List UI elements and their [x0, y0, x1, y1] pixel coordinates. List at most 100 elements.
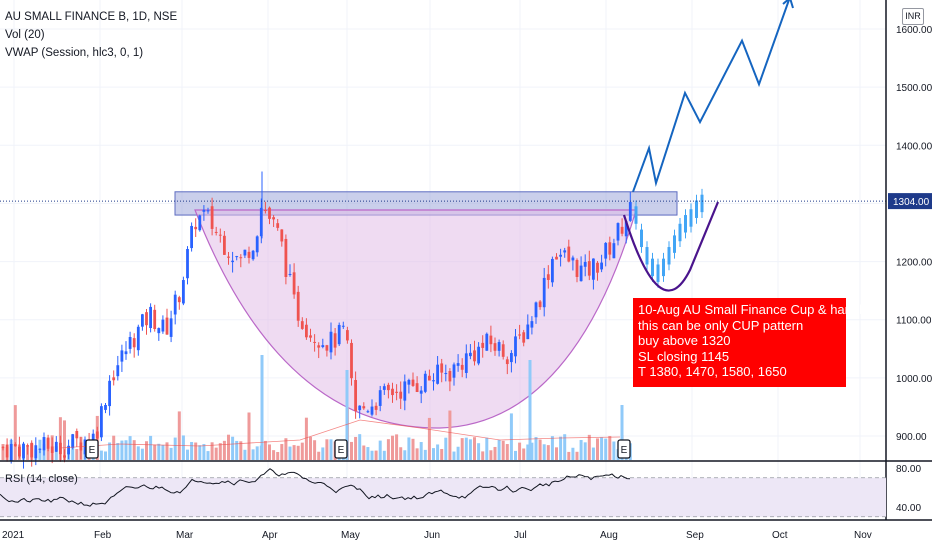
price-tick-label: 1400.00: [896, 141, 932, 152]
volume-bar: [222, 440, 226, 460]
volume-bar: [206, 451, 210, 460]
volume-bar: [571, 447, 575, 460]
candle-body: [395, 391, 398, 393]
volume-bar: [509, 413, 513, 460]
volume-bar: [493, 446, 497, 460]
volume-bar: [579, 439, 583, 460]
earnings-event-label: E: [89, 445, 96, 456]
volume-bar: [186, 449, 189, 460]
candle-body: [546, 274, 550, 280]
volume-bar: [255, 446, 259, 460]
candle-body: [464, 353, 468, 373]
candle-body: [354, 379, 357, 411]
time-tick-label: Jul: [514, 530, 527, 541]
volume-bar: [235, 440, 239, 460]
candle-body: [587, 261, 591, 276]
candle-body: [202, 209, 206, 212]
candle-body: [206, 210, 210, 212]
candle-body: [325, 345, 329, 351]
candle-body: [571, 257, 575, 261]
candle-body: [18, 446, 21, 457]
projected-candle: [645, 247, 649, 265]
volume-bar: [169, 447, 173, 460]
volume-bar: [321, 447, 325, 460]
candle-body: [104, 405, 107, 410]
volume-bar: [124, 440, 128, 460]
annotation-line: this can be only CUP pattern: [638, 317, 804, 333]
candle-body: [432, 380, 435, 382]
volume-bar: [432, 448, 435, 460]
volume-bar: [608, 435, 612, 460]
volume-bar: [555, 447, 558, 460]
time-tick-label: Feb: [94, 530, 112, 541]
candle-body: [153, 309, 157, 330]
volume-bar: [243, 449, 247, 460]
volume-bar: [612, 441, 616, 460]
annotation-callout[interactable]: 10-Aug AU Small Finance Cup & handle thi…: [633, 298, 869, 387]
rsi-indicator-label[interactable]: RSI (14, close): [5, 473, 78, 485]
candle-body: [583, 261, 587, 267]
currency-badge[interactable]: INR: [902, 8, 924, 25]
candle-body: [346, 330, 349, 341]
candle-body: [309, 335, 312, 338]
volume-bar: [559, 436, 563, 460]
candle-body: [120, 350, 124, 362]
projected-candle: [640, 229, 643, 248]
candle-body: [194, 226, 198, 230]
volume-bar: [116, 443, 120, 460]
volume-bar: [391, 435, 394, 460]
candle-body: [415, 383, 419, 393]
volume-bar: [526, 444, 530, 460]
candle-body: [514, 336, 517, 357]
volume-bar: [374, 450, 378, 460]
volume-bar: [407, 437, 411, 460]
volume-bar: [542, 444, 546, 460]
volume-bar: [382, 450, 386, 460]
candle-body: [169, 318, 173, 337]
volume-bar: [140, 448, 144, 460]
volume-bar: [247, 412, 251, 460]
candle-body: [71, 434, 75, 448]
candle-body: [341, 325, 345, 327]
volume-indicator-label[interactable]: Vol (20): [5, 29, 45, 41]
handle-curve: [622, 201, 720, 292]
candle-body: [530, 321, 534, 328]
volume-bar: [325, 439, 329, 460]
volume-bar: [403, 450, 407, 460]
volume-bar: [149, 435, 153, 460]
candle-body: [136, 326, 140, 351]
volume-bar: [538, 439, 542, 460]
volume-bar: [63, 420, 66, 460]
time-tick-label: Oct: [772, 530, 788, 541]
volume-bar: [210, 442, 214, 460]
candle-body: [477, 346, 480, 364]
vwap-indicator-label[interactable]: VWAP (Session, hlc3, 0, 1): [5, 47, 144, 59]
volume-bar: [485, 437, 489, 460]
candle-body: [460, 364, 464, 370]
candle-body: [22, 443, 25, 459]
candle-body: [239, 257, 243, 259]
volume-bar: [177, 411, 181, 460]
volume-bar: [120, 440, 124, 460]
price-tick-label: 1600.00: [896, 25, 932, 36]
price-tick-label: 1000.00: [896, 374, 932, 385]
volume-bar: [284, 438, 288, 460]
candle-body: [198, 215, 202, 231]
candle-body: [231, 260, 234, 263]
rsi-tick-label: 80.00: [896, 464, 921, 475]
candle-body: [448, 371, 452, 382]
symbol-title[interactable]: AU SMALL FINANCE B, 1D, NSE: [5, 11, 178, 23]
candle-body: [38, 448, 42, 450]
projected-candle: [695, 200, 698, 218]
volume-bar: [477, 443, 481, 460]
volume-bar: [214, 447, 218, 460]
volume-bar: [128, 436, 132, 460]
candle-body: [358, 405, 362, 411]
candle-body: [624, 221, 628, 237]
volume-bar: [263, 440, 267, 460]
candle-body: [272, 217, 275, 220]
candle-body: [235, 256, 239, 258]
candle-body: [452, 364, 456, 378]
